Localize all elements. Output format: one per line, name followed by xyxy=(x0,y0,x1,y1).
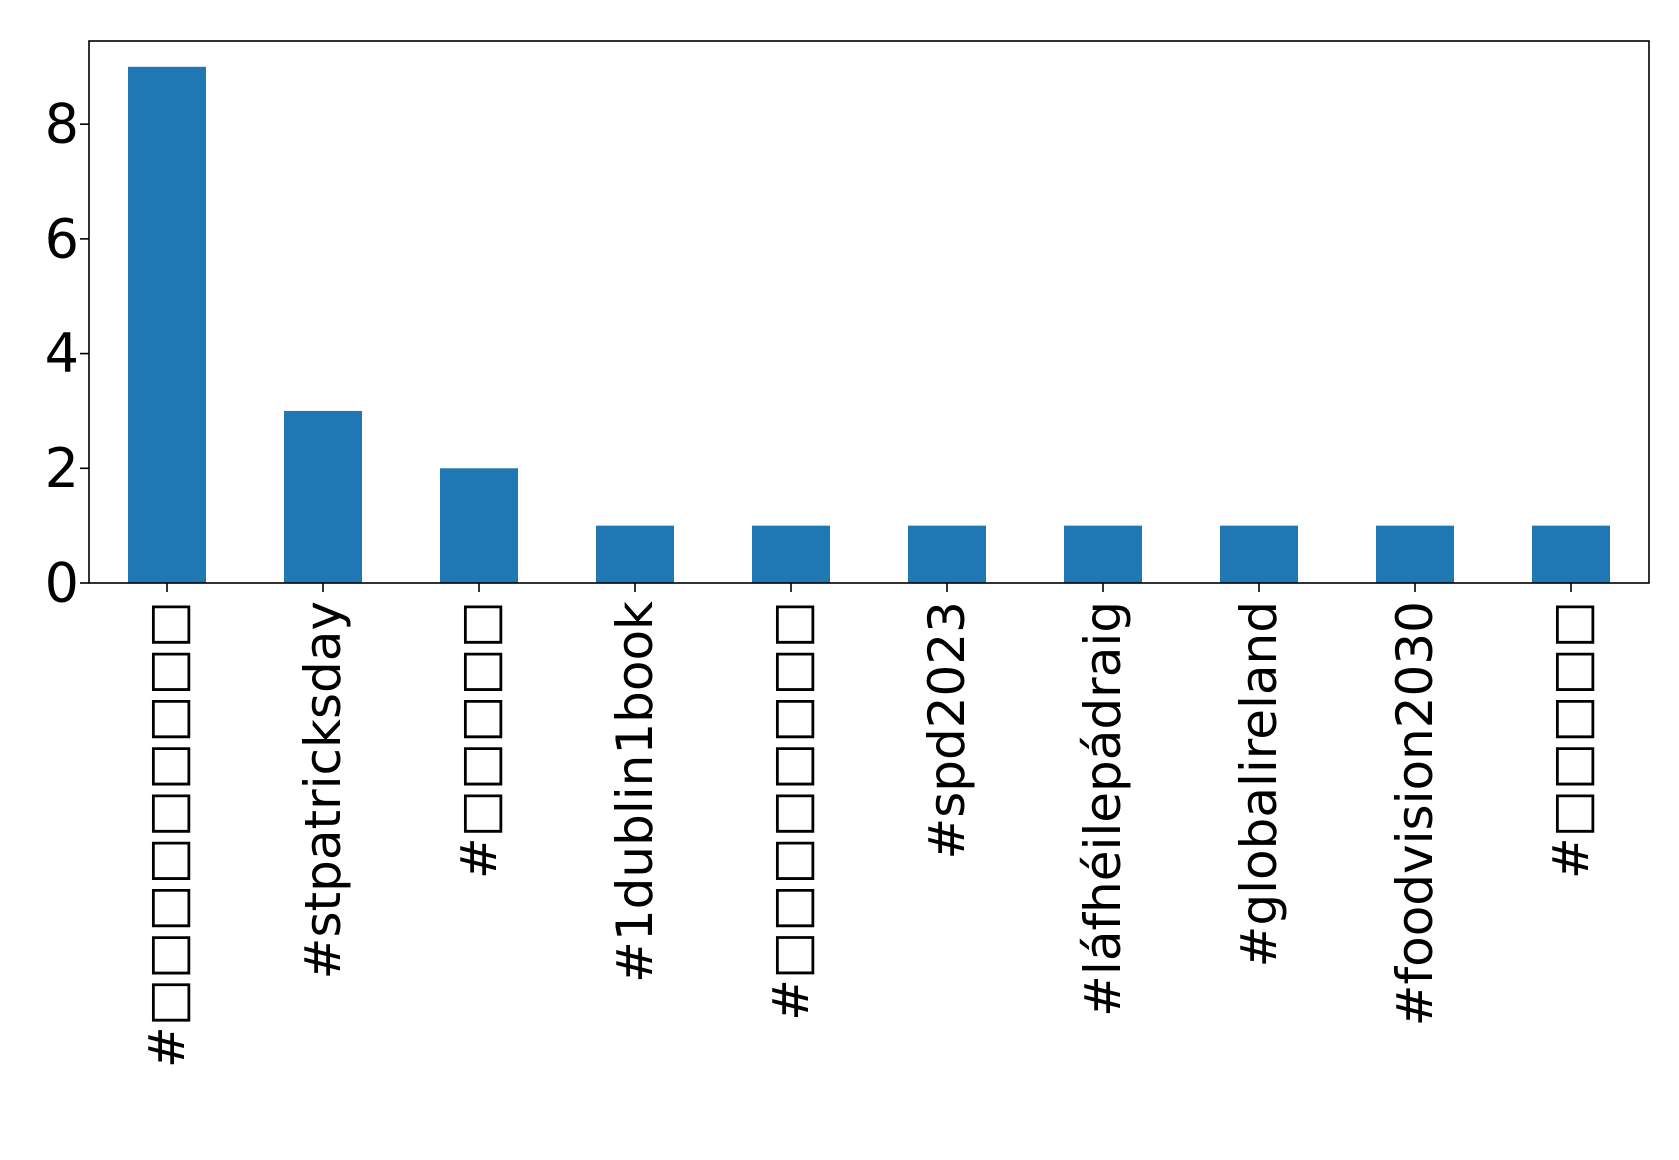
bar xyxy=(1064,525,1142,583)
plot-frame xyxy=(88,40,1650,584)
x-tick-label: #stpatricksday xyxy=(294,601,352,979)
x-axis-ticks: #□□□□□□□□□ #stpatricksday #□□□□□ #1dublin1b… xyxy=(138,583,1600,1068)
y-tick-label: 2 xyxy=(45,437,79,500)
bars-group xyxy=(128,66,1610,584)
x-tick-label: #□□□□□ xyxy=(450,601,508,879)
y-axis-ticks: 0 2 4 6 8 xyxy=(45,93,89,615)
x-tick-label: #1dublin1book xyxy=(606,601,664,983)
x-tick-label: #□□□□□□□□ xyxy=(762,601,820,1021)
bar xyxy=(440,468,518,583)
y-tick-label: 8 xyxy=(45,93,79,156)
bar xyxy=(908,525,986,583)
bar xyxy=(596,525,674,583)
bar xyxy=(1532,525,1610,583)
bar xyxy=(284,410,362,583)
x-tick-label: #foodvision2030 xyxy=(1386,601,1444,1026)
x-tick-label: #globalireland xyxy=(1230,601,1288,967)
y-tick-label: 6 xyxy=(45,207,79,270)
y-tick-label: 0 xyxy=(45,552,79,615)
bar xyxy=(752,525,830,583)
x-tick-label: #□□□□□□□□□ xyxy=(138,601,196,1068)
x-tick-label: #□□□□□ xyxy=(1542,601,1600,879)
x-tick-label: #spd2023 xyxy=(918,601,976,860)
bar xyxy=(1220,525,1298,583)
bar xyxy=(1376,525,1454,583)
y-tick-label: 4 xyxy=(45,322,79,385)
bar xyxy=(128,66,206,584)
x-tick-label: #láfhéilepádraig xyxy=(1074,601,1132,1017)
